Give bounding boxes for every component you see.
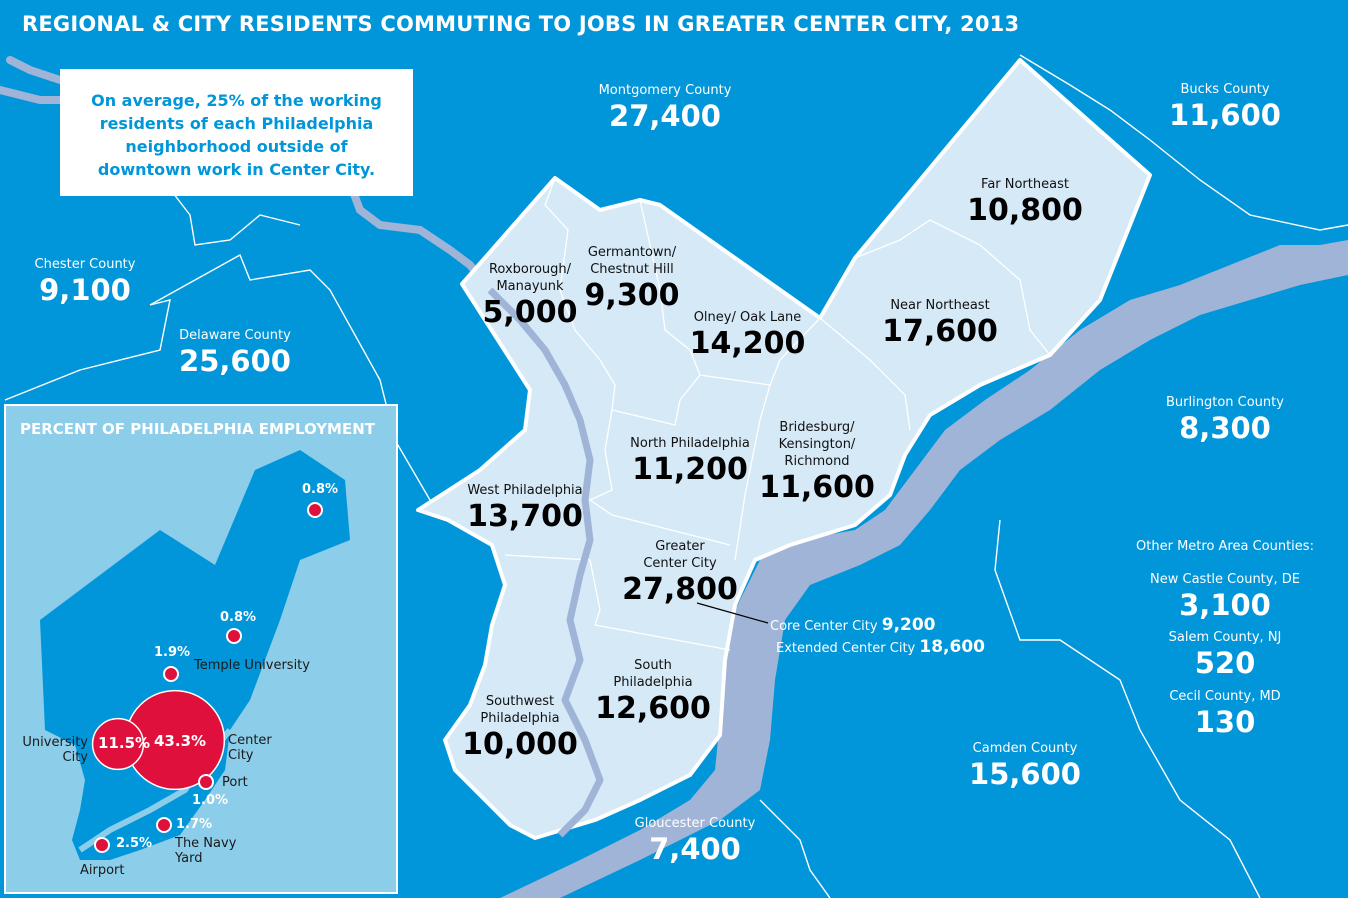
other-counties-header: Other Metro Area Counties:: [1136, 539, 1314, 554]
marker-temple: [163, 666, 179, 682]
north-philadelphia-label: North Philadelphia 11,200: [630, 436, 750, 487]
core-pointer-line: [696, 602, 769, 624]
south-philadelphia-label: South Philadelphia 12,600: [595, 658, 711, 726]
marker-ne: [226, 628, 242, 644]
camden-county-label: Camden County 15,600: [969, 741, 1081, 791]
philadelphia-outline: [416, 58, 1152, 840]
salem-county-label: Salem County, NJ 520: [1168, 630, 1282, 680]
greater-center-city-label: Greater Center City 27,800: [622, 539, 738, 607]
marker-far-ne: [307, 502, 323, 518]
montgomery-county-label: Montgomery County 27,400: [598, 83, 732, 133]
marker-airport: [94, 837, 110, 853]
new-castle-county-label: New Castle County, DE 3,100: [1150, 572, 1300, 622]
inset-title: PERCENT OF PHILADELPHIA EMPLOYMENT: [20, 420, 376, 438]
cecil-county-label: Cecil County, MD 130: [1169, 689, 1281, 739]
near-northeast-label: Near Northeast 17,600: [882, 298, 998, 349]
pct-northeast: 0.8%: [220, 610, 257, 625]
marker-university-city: [91, 717, 145, 771]
pct-far-northeast: 0.8%: [302, 482, 339, 497]
core-center-city-label: Core Center City 9,200: [770, 615, 936, 635]
marker-navy-yard: [156, 817, 172, 833]
pct-port: 1.0%: [192, 793, 229, 808]
bucks-county-label: Bucks County 11,600: [1169, 82, 1281, 132]
bridesburg-label: Bridesburg/ Kensington/ Richmond 11,600: [759, 420, 875, 505]
center-city-label: Center City: [228, 733, 272, 763]
extended-center-city-label: Extended Center City 18,600: [776, 637, 985, 657]
burlington-county-label: Burlington County 8,300: [1166, 395, 1284, 445]
chester-delaware-boundary: [4, 254, 431, 501]
gloucester-county-label: Gloucester County 7,400: [634, 816, 756, 866]
southwest-philadelphia-label: Southwest Philadelphia 10,000: [462, 694, 578, 762]
schuylkill-city: [487, 287, 604, 838]
airport-label: Airport: [80, 863, 125, 878]
montgomery-boundary: [139, 149, 301, 246]
port-label: Port: [222, 775, 248, 790]
pct-center-city: 43.3%: [154, 732, 207, 750]
pct-airport: 2.5%: [116, 836, 153, 851]
marker-port: [198, 774, 214, 790]
pct-temple: 1.9%: [154, 645, 191, 660]
neighborhood-borders: [504, 177, 1051, 651]
university-city-label: University City: [22, 735, 88, 765]
roxborough-label: Roxborough/ Manayunk 5,000: [482, 262, 578, 330]
pct-university-city: 11.5%: [98, 734, 151, 752]
olney-oak-lane-label: Olney/ Oak Lane 14,200: [689, 310, 806, 361]
map-title: REGIONAL & CITY RESIDENTS COMMUTING TO J…: [22, 12, 1020, 36]
gloucester-boundary: [759, 799, 831, 898]
inset-markers: [91, 502, 323, 853]
far-northeast-label: Far Northeast 10,800: [967, 177, 1083, 228]
pct-navy-yard: 1.7%: [176, 817, 213, 832]
delaware-county-label: Delaware County 25,600: [179, 328, 291, 378]
germantown-label: Germantown/ Chestnut Hill 9,300: [584, 245, 680, 313]
navy-yard-label: The Navy Yard: [175, 836, 237, 866]
delaware-river-boundary: [994, 519, 1261, 898]
bucks-boundary: [1019, 54, 1348, 231]
average-note: On average, 25% of the working residents…: [60, 69, 413, 196]
county-boundaries: [4, 54, 1348, 898]
temple-university-label: Temple University: [194, 658, 310, 673]
west-philadelphia-label: West Philadelphia 13,700: [467, 483, 583, 534]
chester-county-label: Chester County 9,100: [34, 257, 136, 307]
